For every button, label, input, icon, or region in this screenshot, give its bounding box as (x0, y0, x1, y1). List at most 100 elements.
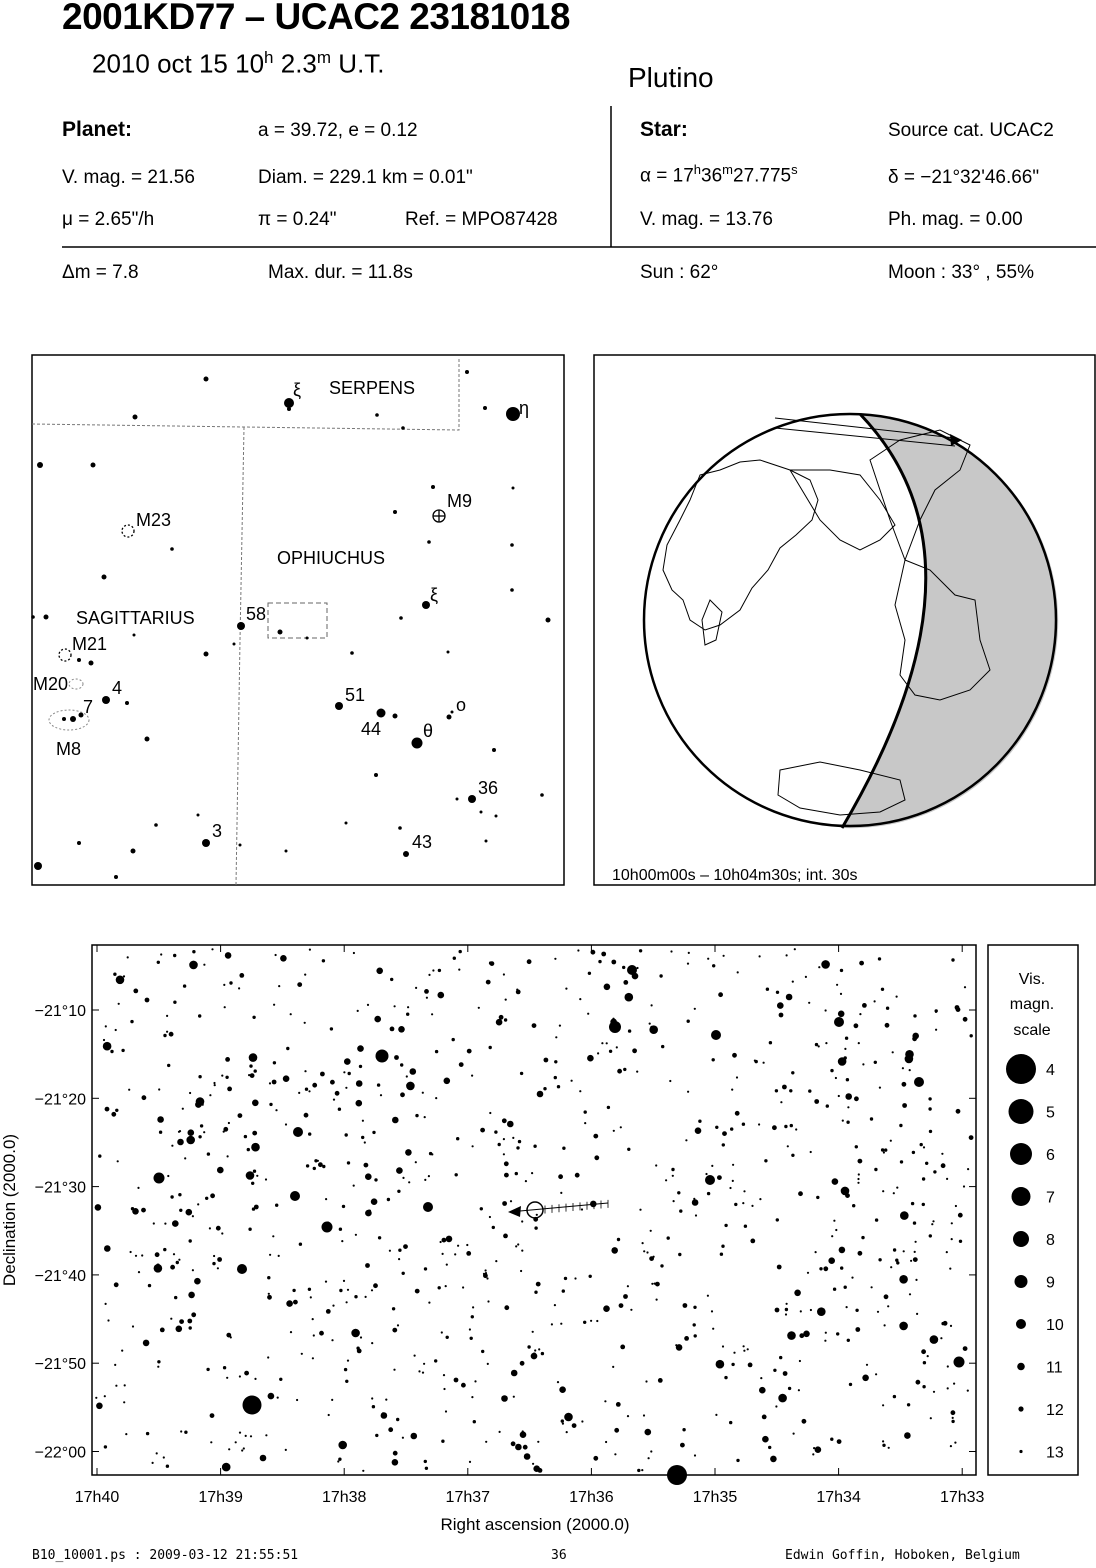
date-text: 2010 oct 15 10 (92, 48, 265, 79)
label-ophiuchus: OPHIUCHUS (277, 548, 385, 568)
y-tick-label: −22°00 (35, 1445, 86, 1462)
legend-dot (1017, 1362, 1025, 1371)
label-eta: η (519, 398, 529, 418)
hour-unit: h (264, 48, 274, 67)
legend-mag-label: 7 (1046, 1190, 1055, 1207)
timezone-text: U.T. (331, 48, 385, 79)
globe-caption: 10h00m00s – 10h04m30s; int. 30s (612, 867, 858, 884)
ra-prefix: α = 17 (640, 165, 694, 187)
x-tick-label: 17h35 (693, 1489, 738, 1506)
legend-mag-label: 6 (1046, 1147, 1055, 1164)
label-theta: θ (423, 721, 433, 741)
max-duration: Max. dur. = 11.8s (268, 262, 413, 283)
x-axis-label: Right ascension (2000.0) (440, 1515, 629, 1534)
y-tick-label: −21°30 (35, 1180, 86, 1197)
planet-reference: Ref. = MPO87428 (405, 209, 558, 230)
label-4: 4 (112, 678, 122, 698)
ra-h-unit: h (693, 162, 702, 177)
legend-mag-label: 12 (1046, 1402, 1064, 1419)
event-datetime: 2010 oct 15 10h 2.3m U.T. (92, 48, 385, 80)
y-tick-label: −21°10 (35, 1003, 86, 1020)
ra-seconds: 27.775 (733, 165, 792, 187)
legend-dot (1008, 1099, 1034, 1124)
legend-mag-label: 5 (1046, 1105, 1055, 1122)
y-axis-label: Declination (2000.0) (0, 1134, 19, 1286)
legend-dot (1006, 1054, 1036, 1084)
label-m21: M21 (72, 634, 107, 654)
occultation-path (508, 1199, 609, 1219)
label-m9: M9 (447, 491, 472, 511)
m9-cluster-icon (432, 509, 446, 523)
planet-motion: μ = 2.65"/h (62, 209, 155, 230)
legend-title-1: Vis. (1019, 971, 1045, 988)
finder-stars (31, 370, 551, 879)
sun-elongation: Sun : 62° (640, 262, 719, 283)
legend-dot (1013, 1231, 1029, 1247)
label-7: 7 (83, 697, 93, 717)
star-heading: Star: (640, 118, 688, 141)
legend-dot (1010, 1143, 1032, 1165)
label-36: 36 (478, 778, 498, 798)
legend-dot (1014, 1275, 1028, 1288)
label-44: 44 (361, 719, 381, 739)
x-axis-ticks: 17h40 17h39 17h38 17h37 17h36 17h35 17h34 17h33 (75, 945, 985, 1506)
star-phmag: Ph. mag. = 0.00 (888, 209, 1023, 230)
ra-minutes: 36 (701, 165, 723, 187)
legend-title-2: magn. (1010, 996, 1054, 1013)
legend-mag-label: 13 (1046, 1445, 1064, 1462)
x-tick-label: 17h39 (198, 1489, 243, 1506)
moon-info: Moon : 33° , 55% (888, 262, 1034, 283)
x-tick-label: 17h34 (816, 1489, 861, 1506)
label-m23: M23 (136, 510, 171, 530)
x-tick-label: 17h36 (569, 1489, 614, 1506)
ra-s-unit: s (791, 162, 798, 177)
page-title: 2001KD77 – UCAC2 23181018 (62, 0, 570, 37)
legend-dot (1019, 1449, 1023, 1454)
label-serpens: SERPENS (329, 378, 415, 398)
planet-orbit: a = 39.72, e = 0.12 (258, 120, 418, 141)
y-tick-label: −21°50 (35, 1356, 86, 1373)
footer-author: Edwin Goffin, Hoboken, Belgium (785, 1548, 1020, 1563)
x-tick-label: 17h38 (322, 1489, 367, 1506)
minute-unit: m (316, 48, 332, 67)
label-58: 58 (246, 604, 266, 624)
legend-mag-label: 10 (1046, 1317, 1064, 1334)
label-43: 43 (412, 832, 432, 852)
planet-heading: Planet: (62, 118, 133, 141)
label-m20: M20 (33, 674, 68, 694)
legend-mag-label: 11 (1046, 1360, 1063, 1377)
label-sagittarius: SAGITTARIUS (76, 608, 195, 628)
magnitude-legend: 4 5 6 7 8 9 10 11 12 13 (1006, 1054, 1064, 1462)
star-vmag: V. mag. = 13.76 (640, 209, 773, 230)
minutes-text: 2.3 (273, 48, 317, 79)
label-m8: M8 (56, 739, 81, 759)
y-axis-ticks: −21°10 −21°20 −21°30 −21°40 −21°50 −22°00 (35, 1003, 976, 1462)
legend-mag-label: 9 (1046, 1275, 1055, 1292)
label-3: 3 (212, 821, 222, 841)
target-star-marker (526, 1201, 544, 1219)
x-tick-label: 17h40 (75, 1489, 120, 1506)
star-ra: α = 17h36m27.775s (640, 162, 798, 187)
planet-vmag: V. mag. = 21.56 (62, 167, 195, 188)
star-source: Source cat. UCAC2 (888, 120, 1054, 141)
planet-parallax: π = 0.24" (258, 209, 337, 230)
x-tick-label: 17h37 (446, 1489, 491, 1506)
legend-dot (1011, 1187, 1031, 1206)
legend-dot (1018, 1406, 1024, 1412)
legend-title-3: scale (1013, 1022, 1050, 1039)
y-tick-label: −21°20 (35, 1091, 86, 1108)
legend-mag-label: 4 (1046, 1062, 1055, 1079)
ra-m-unit: m (722, 162, 733, 177)
object-type: Plutino (628, 62, 714, 93)
legend-dot (1016, 1319, 1026, 1329)
label-51: 51 (345, 685, 365, 705)
delta-mag: Δm = 7.8 (62, 262, 139, 283)
x-tick-label: 17h33 (940, 1489, 985, 1506)
chart-stars (94, 948, 974, 1485)
footer-file: B10_10001.ps : 2009-03-12 21:55:51 (32, 1548, 299, 1563)
star-dec: δ = −21°32'46.66" (888, 167, 1040, 188)
legend-mag-label: 8 (1046, 1232, 1055, 1249)
y-tick-label: −21°40 (35, 1268, 86, 1285)
